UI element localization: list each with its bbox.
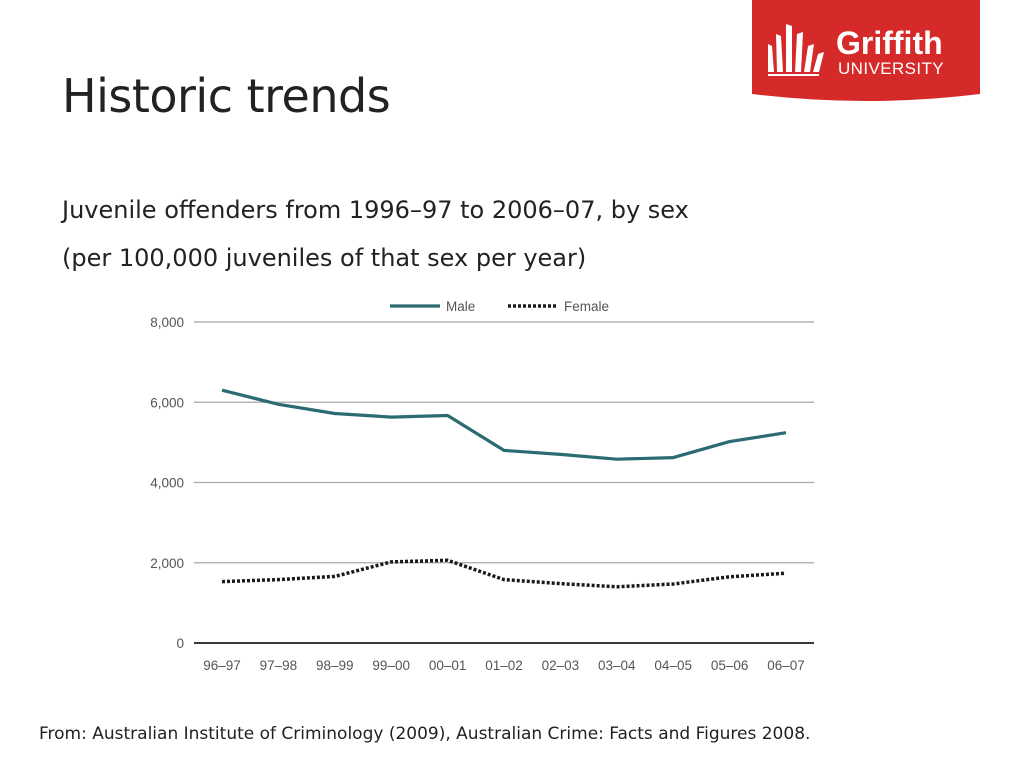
chart-legend: Male Female [390, 299, 609, 314]
y-tick-label: 4,000 [150, 476, 184, 491]
x-tick-label: 00–01 [429, 658, 467, 673]
logo-flame-icon [768, 24, 824, 76]
y-tick-label: 6,000 [150, 395, 184, 410]
x-tick-label: 05–06 [711, 658, 749, 673]
subtitle-line-1: Juvenile offenders from 1996–97 to 2006–… [62, 196, 689, 224]
griffith-university-logo: Griffith UNIVERSITY [752, 0, 980, 104]
line-chart: 0 2,000 4,000 6,000 8,000 96–97 97–98 98–99 99–… [120, 288, 840, 693]
x-axis: 96–97 97–98 98–99 99–00 00–01 01–02 02–03 03–04… [203, 658, 805, 673]
chart-series [221, 388, 787, 589]
legend-label-female: Female [564, 299, 609, 314]
x-tick-label: 99–00 [372, 658, 410, 673]
chart-subtitle: Juvenile offenders from 1996–97 to 2006–… [62, 186, 689, 282]
logo-wordmark: Griffith [836, 25, 943, 61]
x-tick-label: 02–03 [542, 658, 580, 673]
x-tick-label: 03–04 [598, 658, 636, 673]
x-tick-label: 98–99 [316, 658, 354, 673]
series-line-male [221, 388, 787, 461]
chart-gridlines [194, 321, 814, 644]
x-tick-label: 01–02 [485, 658, 523, 673]
y-tick-label: 2,000 [150, 556, 184, 571]
subtitle-line-2: (per 100,000 juveniles of that sex per y… [62, 244, 587, 272]
y-tick-label: 8,000 [150, 315, 184, 330]
y-tick-label: 0 [176, 636, 184, 651]
logo-subtext: UNIVERSITY [838, 59, 944, 78]
legend-label-male: Male [446, 299, 475, 314]
y-axis: 0 2,000 4,000 6,000 8,000 [150, 315, 184, 651]
x-tick-label: 04–05 [654, 658, 692, 673]
chart-svg: 0 2,000 4,000 6,000 8,000 96–97 97–98 98–99 99–… [150, 299, 814, 673]
series-line-female [221, 558, 787, 589]
source-citation: From: Australian Institute of Criminolog… [39, 724, 811, 744]
slide-title: Historic trends [62, 69, 391, 123]
x-tick-label: 97–98 [260, 658, 298, 673]
x-tick-label: 06–07 [767, 658, 805, 673]
x-tick-label: 96–97 [203, 658, 241, 673]
